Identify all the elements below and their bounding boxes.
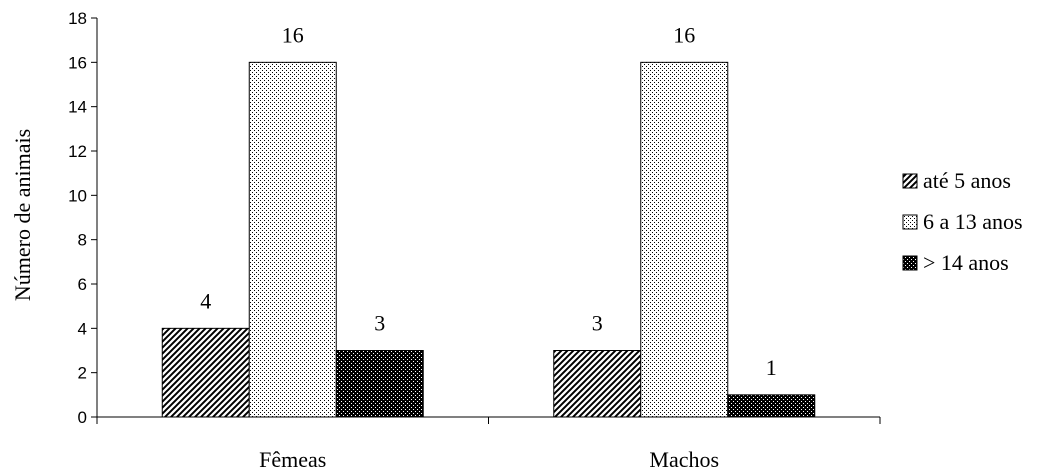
bar	[553, 350, 642, 418]
legend: até 5 anos 6 a 13 anos > 14 anos	[902, 168, 1023, 275]
bar	[161, 327, 250, 418]
y-tick-label: 14	[68, 98, 87, 117]
y-axis: 0 2 4 6 8 10 12 14 16 18	[68, 9, 98, 427]
legend-swatch	[902, 173, 918, 189]
y-tick-label: 4	[78, 319, 87, 338]
legend-swatch	[902, 214, 918, 230]
x-axis: Fêmeas Machos	[96, 416, 881, 472]
y-tick-label: 0	[78, 408, 87, 427]
category-label: Fêmeas	[259, 447, 326, 472]
legend-label: > 14 anos	[923, 250, 1009, 275]
y-tick-label: 2	[78, 364, 87, 383]
y-axis-title: Número de animais	[10, 129, 35, 301]
data-label: 3	[592, 311, 603, 336]
y-tick-label: 16	[68, 53, 87, 72]
data-label: 4	[200, 288, 211, 313]
bar	[248, 61, 337, 418]
y-tick-label: 6	[78, 275, 87, 294]
y-tick-label: 18	[68, 9, 87, 28]
legend-label: 6 a 13 anos	[923, 209, 1023, 234]
y-tick-label: 8	[78, 231, 87, 250]
legend-swatch	[902, 255, 918, 271]
category-label: Machos	[649, 447, 719, 472]
bar	[640, 61, 729, 418]
data-label: 3	[374, 311, 385, 336]
bar	[727, 394, 816, 418]
data-label: 16	[282, 22, 304, 47]
data-labels: 4 16 3 3 16 1	[200, 22, 777, 380]
data-label: 1	[766, 355, 777, 380]
y-tick-label: 12	[68, 142, 87, 161]
y-tick-label: 10	[68, 186, 87, 205]
bar	[335, 350, 424, 418]
bars	[161, 61, 816, 418]
data-label: 16	[673, 22, 695, 47]
legend-label: até 5 anos	[923, 168, 1011, 193]
